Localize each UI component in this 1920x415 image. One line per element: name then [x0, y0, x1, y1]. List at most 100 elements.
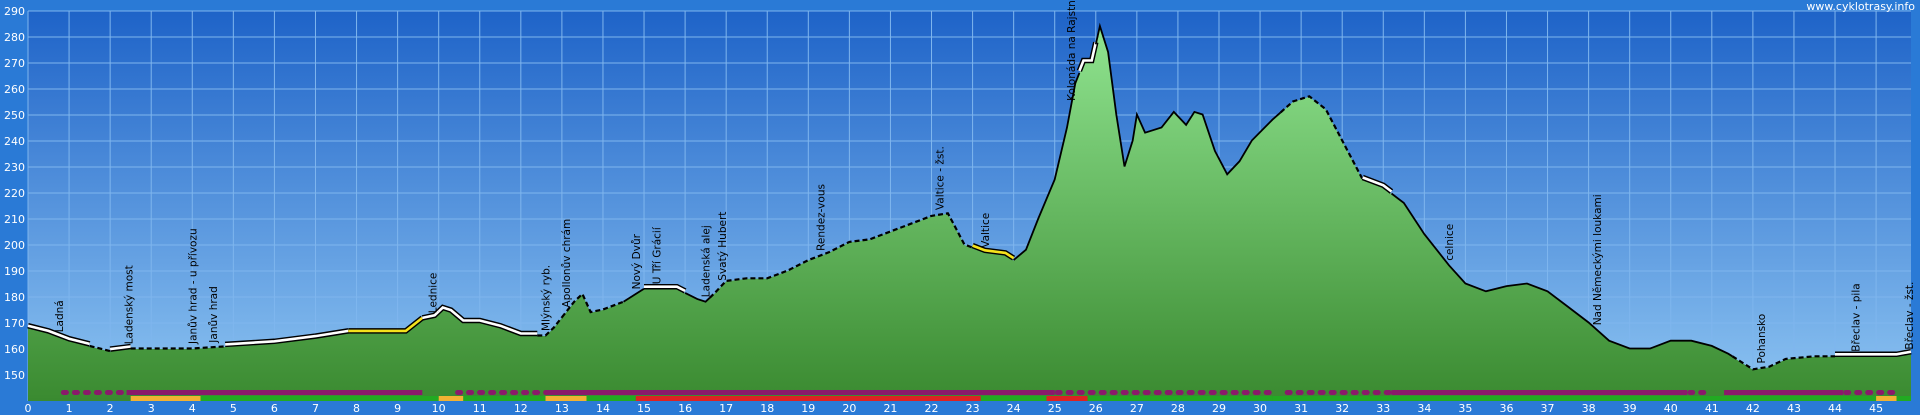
y-tick-label: 150	[4, 369, 25, 382]
surface-band-top-dot	[1087, 390, 1096, 395]
waypoint-label: Ladenská alej	[701, 225, 713, 297]
x-tick-label: 1	[66, 402, 73, 415]
track-segment	[109, 345, 131, 351]
track-segment	[684, 292, 711, 303]
surface-band-top-dot	[532, 390, 541, 395]
x-tick-label: 32	[1335, 402, 1349, 415]
x-tick-label: 27	[1130, 402, 1144, 415]
surface-band-top-dot	[477, 390, 486, 395]
waypoint-label: Rendez-vous	[816, 184, 828, 251]
track-segment	[422, 310, 440, 320]
x-tick-label: 36	[1499, 402, 1513, 415]
y-tick-label: 250	[4, 109, 25, 122]
waypoint-label: Nad Německými loukami	[1592, 194, 1604, 325]
surface-band-bottom	[980, 396, 1047, 401]
waypoint-label: Valtice	[980, 213, 992, 248]
x-tick-label: 26	[1089, 402, 1103, 415]
x-tick-label: 17	[719, 402, 733, 415]
x-tick-label: 21	[883, 402, 897, 415]
waypoint-label: U Tří Grácií	[651, 226, 663, 284]
surface-band-top	[1391, 390, 1688, 395]
y-tick-label: 180	[4, 291, 25, 304]
x-tick-label: 14	[596, 402, 610, 415]
surface-band-top-dot	[1263, 390, 1272, 395]
surface-bands	[60, 390, 1911, 401]
surface-band-top-dot	[1317, 390, 1326, 395]
track-segment-dashed	[130, 345, 226, 350]
x-tick-label: 35	[1458, 402, 1472, 415]
surface-band-top-dot	[1065, 390, 1074, 395]
track-segment	[1094, 22, 1282, 176]
x-tick-label: 2	[107, 402, 114, 415]
y-tick-label: 220	[4, 187, 25, 200]
surface-band-top	[1724, 390, 1844, 395]
surface-band-bottom	[1046, 396, 1088, 401]
track-segment	[225, 329, 349, 346]
surface-band-top-dot	[1372, 390, 1381, 395]
y-tick-label: 290	[4, 5, 25, 18]
x-tick-label: 20	[842, 402, 856, 415]
surface-band-top-dot	[1876, 390, 1885, 395]
waypoint-label: Janův hrad	[208, 286, 220, 343]
x-tick-label: 18	[760, 402, 774, 415]
surface-band-top-dot	[543, 390, 552, 395]
surface-band-top-dot	[1197, 390, 1206, 395]
x-tick-label: 9	[394, 402, 401, 415]
x-tick-label: 10	[432, 402, 446, 415]
surface-band-top-dot	[1698, 390, 1707, 395]
x-tick-label: 5	[230, 402, 237, 415]
y-axis: 150 160 170 180 190 200 210 220 230 240 250 260 270 2…	[4, 5, 25, 382]
surface-band-top-dot	[521, 390, 530, 395]
surface-band-top-dot	[1339, 390, 1348, 395]
surface-band-top-dot	[1350, 390, 1359, 395]
surface-band-bottom	[130, 396, 201, 401]
waypoint-label: Valtice - žst.	[935, 146, 947, 210]
surface-band-top-dot	[1328, 390, 1337, 395]
waypoint-label: Mlýnský ryb.	[541, 265, 553, 331]
terrain-area	[28, 26, 1911, 401]
track-segment	[1078, 42, 1098, 72]
track-segment	[1390, 192, 1733, 358]
surface-band-top-dot	[1887, 390, 1896, 395]
surface-band-top-dot	[1383, 390, 1392, 395]
surface-band-top-dot	[1208, 390, 1217, 395]
track-segment	[972, 244, 1015, 260]
surface-band-top-dot	[510, 390, 519, 395]
surface-band-top-dot	[1284, 390, 1293, 395]
surface-band-bottom	[635, 396, 981, 401]
track-segment-dashed	[1279, 95, 1364, 181]
surface-band-top-dot	[1252, 390, 1261, 395]
y-tick-label: 270	[4, 57, 25, 70]
surface-band-top-dot	[1076, 390, 1085, 395]
y-tick-label: 240	[4, 135, 25, 148]
x-tick-label: 23	[966, 402, 980, 415]
x-tick-label: 4	[189, 402, 196, 415]
terrain-fill	[28, 26, 1911, 401]
x-tick-label: 40	[1664, 402, 1678, 415]
track-segment	[1013, 72, 1081, 261]
site-label[interactable]: www.cyklotrasy.info	[1806, 0, 1915, 13]
surface-band-top-dot	[1241, 390, 1250, 395]
x-tick-label: 39	[1623, 402, 1637, 415]
y-tick-label: 190	[4, 265, 25, 278]
track-segment-dashed	[708, 212, 973, 299]
surface-band-bottom	[1272, 396, 1877, 401]
x-tick-label: 15	[637, 402, 651, 415]
x-axis: 0 1 2 3 4 5 6 7 8 9 10 11 12 13 14 15 16 17 18 19 20 21 22 23 24…	[25, 402, 1884, 415]
x-tick-label: 0	[25, 402, 32, 415]
y-tick-label: 160	[4, 343, 25, 356]
x-tick-label: 13	[555, 402, 569, 415]
x-tick-label: 24	[1007, 402, 1021, 415]
x-tick-label: 31	[1294, 402, 1308, 415]
surface-band-top-dot	[1142, 390, 1151, 395]
x-tick-label: 8	[353, 402, 360, 415]
surface-band-top-dot	[104, 390, 113, 395]
surface-band-top-dot	[1687, 390, 1696, 395]
track-segment	[348, 316, 424, 333]
x-tick-label: 6	[271, 402, 278, 415]
track-segment	[623, 287, 645, 303]
waypoint-label: Lednice	[428, 273, 440, 314]
surface-band-bottom	[586, 396, 636, 401]
waypoint-label: Ladenský most	[124, 265, 136, 344]
x-tick-label: 30	[1253, 402, 1267, 415]
